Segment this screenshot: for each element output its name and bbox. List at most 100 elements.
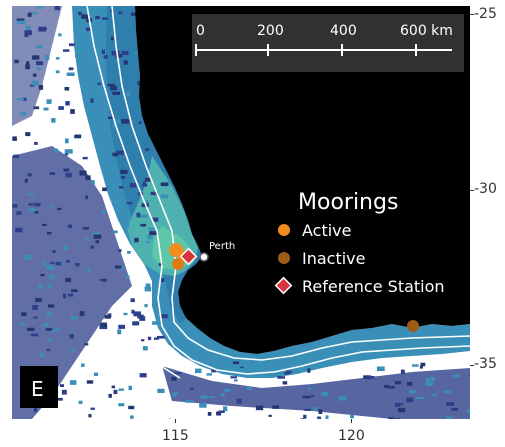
data-speckle: [412, 364, 419, 367]
panel-label: E: [20, 366, 58, 408]
data-speckle: [139, 373, 147, 378]
data-speckle: [469, 373, 470, 378]
data-speckle: [107, 83, 116, 87]
data-speckle: [128, 385, 132, 391]
data-speckle: [78, 400, 83, 404]
data-speckle: [144, 200, 149, 205]
data-speckle: [152, 217, 159, 222]
data-speckle: [70, 109, 75, 114]
legend-inactive-label: Inactive: [302, 249, 366, 268]
data-speckle: [21, 312, 27, 316]
data-speckle: [174, 372, 182, 375]
data-speckle: [153, 337, 159, 340]
data-speckle: [304, 408, 312, 411]
data-speckle: [286, 370, 292, 374]
legend: Moorings Active Inactive Reference Stati…: [274, 190, 445, 296]
data-speckle: [58, 33, 62, 37]
data-speckle: [376, 366, 385, 372]
data-speckle: [272, 405, 280, 409]
data-speckle: [85, 175, 91, 181]
data-speckle: [139, 316, 146, 321]
data-speckle: [172, 393, 176, 397]
data-speckle: [383, 384, 389, 388]
data-speckle: [78, 11, 82, 16]
data-speckle: [48, 338, 53, 342]
data-speckle: [158, 263, 163, 266]
data-speckle: [78, 37, 86, 41]
data-speckle: [363, 375, 369, 379]
data-speckle: [388, 417, 394, 419]
data-speckle: [398, 407, 406, 413]
data-speckle: [111, 50, 120, 56]
data-speckle: [118, 403, 125, 407]
data-speckle: [268, 414, 272, 417]
data-speckle: [325, 415, 329, 419]
data-speckle: [25, 25, 31, 30]
data-speckle: [32, 55, 40, 60]
data-speckle: [32, 73, 37, 77]
data-speckle: [69, 43, 75, 47]
data-speckle: [300, 418, 305, 419]
lon-label: 115: [162, 428, 189, 444]
data-speckle: [102, 17, 109, 20]
data-speckle: [47, 283, 52, 288]
data-speckle: [216, 411, 221, 416]
data-speckle: [26, 61, 30, 66]
data-speckle: [23, 255, 31, 260]
data-speckle: [246, 387, 253, 390]
data-speckle: [75, 263, 80, 267]
data-speckle: [85, 237, 90, 241]
data-speckle: [66, 72, 75, 76]
data-speckle: [93, 27, 99, 31]
data-speckle: [43, 107, 49, 111]
data-speckle: [446, 402, 454, 406]
data-speckle: [69, 333, 74, 339]
data-speckle: [123, 223, 130, 228]
data-speckle: [51, 118, 56, 123]
data-speckle: [38, 284, 43, 289]
data-speckle: [12, 136, 17, 141]
data-speckle: [185, 399, 194, 403]
data-speckle: [189, 387, 194, 390]
data-speckle: [49, 172, 56, 175]
data-speckle: [115, 54, 123, 58]
data-speckle: [24, 34, 29, 38]
lat-label: -35: [474, 356, 497, 372]
data-speckle: [206, 373, 212, 376]
data-speckle: [451, 408, 459, 411]
data-speckle: [115, 265, 122, 269]
land-mass: [135, 6, 470, 354]
data-speckle: [426, 377, 430, 383]
data-speckle: [111, 385, 116, 389]
data-speckle: [46, 99, 52, 104]
data-speckle: [255, 405, 264, 411]
lat-tick-mark: [470, 365, 474, 366]
data-speckle: [42, 262, 47, 266]
data-speckle: [121, 50, 129, 56]
data-speckle: [110, 86, 118, 91]
legend-inactive-swatch: [278, 252, 290, 264]
data-speckle: [419, 365, 423, 369]
lat-tick-mark: [470, 14, 474, 15]
data-speckle: [223, 406, 228, 412]
data-speckle: [17, 20, 26, 25]
data-speckle: [85, 195, 89, 200]
data-speckle: [54, 6, 60, 11]
data-speckle: [149, 231, 158, 235]
data-speckle: [25, 132, 31, 137]
data-speckle: [13, 154, 19, 158]
data-speckle: [136, 212, 141, 218]
legend-title: Moorings: [298, 190, 398, 215]
data-speckle: [420, 362, 426, 367]
data-speckle: [308, 387, 312, 390]
data-speckle: [65, 101, 70, 106]
city-perth: Perth: [199, 241, 235, 262]
data-speckle: [36, 61, 44, 66]
data-speckle: [395, 403, 400, 407]
data-speckle: [218, 410, 225, 413]
data-speckle: [102, 278, 107, 282]
data-speckle: [49, 274, 54, 280]
data-speckle: [16, 18, 25, 22]
data-speckle: [35, 298, 42, 302]
data-speckle: [55, 70, 60, 74]
